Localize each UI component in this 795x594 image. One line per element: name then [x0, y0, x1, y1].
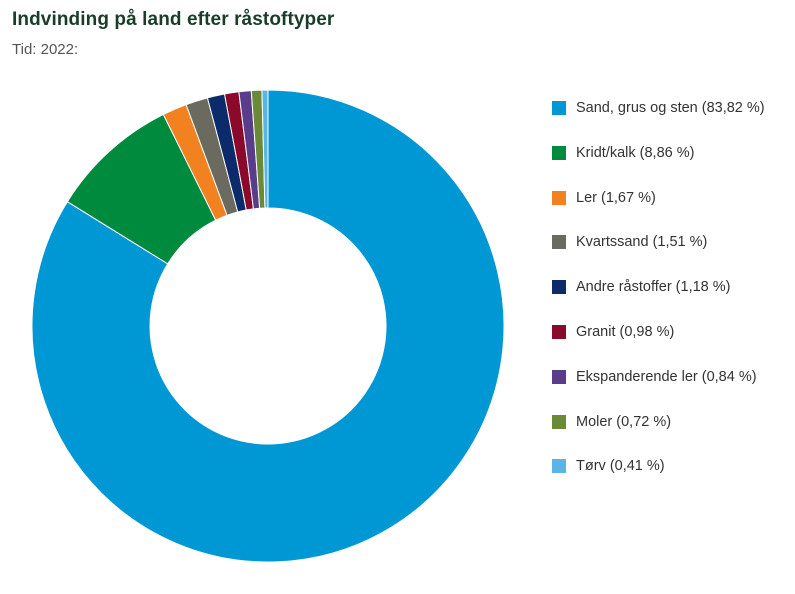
legend-swatch [552, 325, 566, 339]
legend-item-toerv[interactable]: Tørv (0,41 %) [552, 456, 665, 476]
legend-item-kvartssand[interactable]: Kvartssand (1,51 %) [552, 232, 707, 252]
legend-item-andre-raastoffer[interactable]: Andre råstoffer (1,18 %) [552, 277, 730, 297]
slice-sand-grus-og-sten[interactable] [31, 89, 505, 563]
legend-swatch [552, 101, 566, 115]
slice-toerv[interactable] [261, 89, 269, 209]
legend-item-ler[interactable]: Ler (1,67 %) [552, 188, 656, 208]
legend-swatch [552, 145, 566, 160]
legend-item-granit[interactable]: Granit (0,98 %) [552, 322, 674, 342]
legend-label: Ekspanderende ler (0,84 %) [576, 368, 757, 385]
legend-label: Granit (0,98 %) [576, 324, 675, 340]
legend-swatch [552, 280, 566, 295]
legend-label: Kvartssand (1,51 %) [576, 234, 708, 251]
legend-swatch [552, 414, 566, 429]
legend-label: Kridt/kalk (8,86 %) [576, 144, 695, 161]
legend-label: Ler (1,67 %) [576, 189, 656, 206]
legend-label: Andre råstoffer (1,18 %) [576, 279, 731, 296]
legend-label: Tørv (0,41 %) [576, 458, 665, 475]
legend-item-moler[interactable]: Moler (0,72 %) [552, 412, 671, 432]
legend-label: Sand, grus og sten (83,82 %) [576, 100, 765, 116]
legend-label: Moler (0,72 %) [576, 413, 672, 430]
legend-swatch [552, 369, 566, 384]
chart-title: Indvinding på land efter råstoftyper [12, 9, 335, 30]
legend-item-ekspanderende-ler[interactable]: Ekspanderende ler (0,84 %) [552, 367, 757, 387]
legend-item-sand-grus-og-sten[interactable]: Sand, grus og sten (83,82 %) [552, 98, 765, 118]
legend-item-kridt-kalk[interactable]: Kridt/kalk (8,86 %) [552, 143, 694, 163]
legend-swatch [552, 459, 566, 474]
chart-subtitle: Tid: 2022: [12, 41, 79, 58]
legend-swatch [552, 190, 566, 205]
legend-swatch [552, 235, 566, 250]
donut-slices [31, 89, 505, 563]
